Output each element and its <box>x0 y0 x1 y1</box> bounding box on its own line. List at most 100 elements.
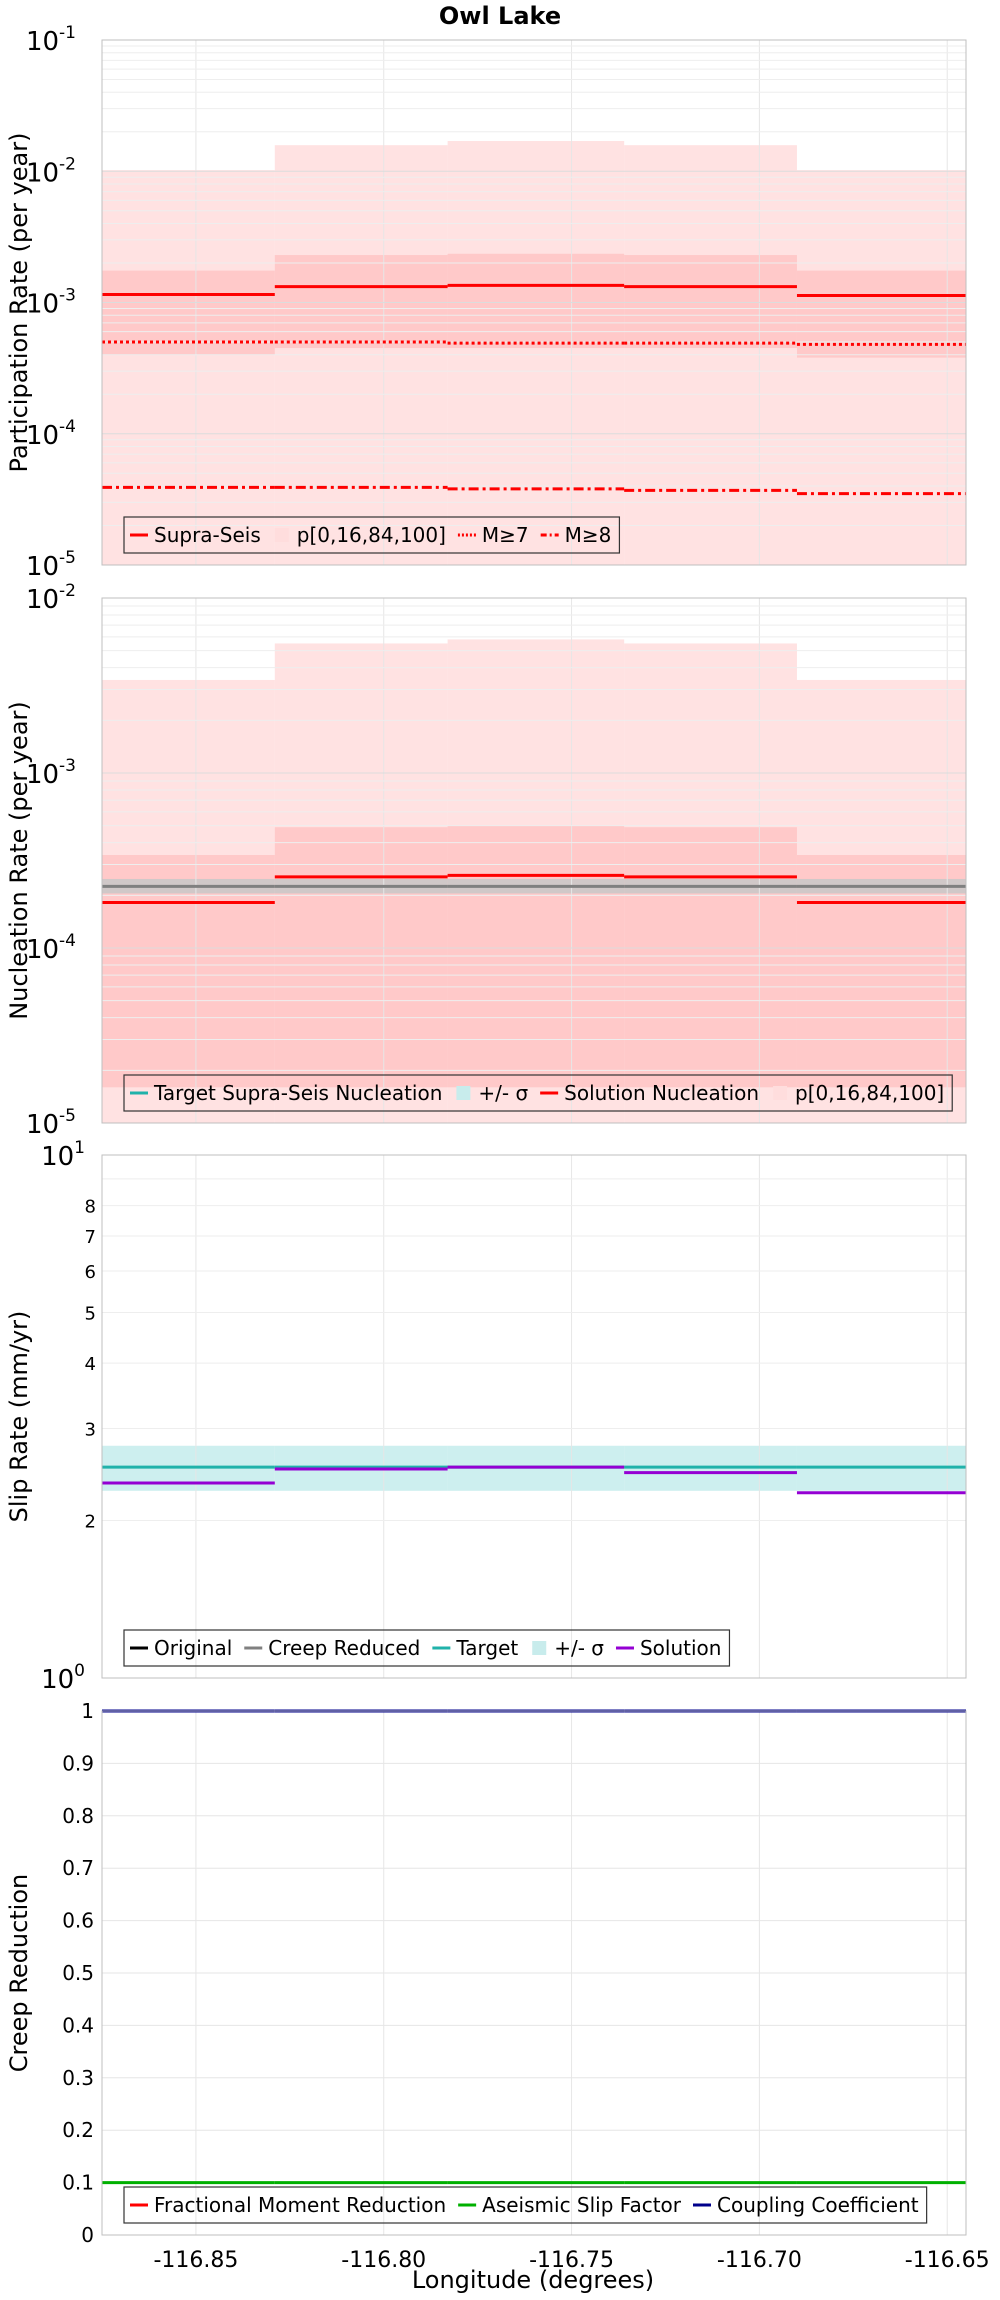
y-tick-label: 0.1 <box>62 2171 94 2195</box>
legend-swatch-patch <box>773 1086 788 1100</box>
legend-item: p[0,16,84,100] <box>274 523 446 547</box>
y-tick-label: 10-5 <box>26 548 76 582</box>
band-1-segment <box>624 827 797 1088</box>
tick-base: 10 <box>41 1665 74 1695</box>
y-tick-label: 0.4 <box>62 2013 94 2037</box>
y-tick-label: 0.9 <box>62 1751 94 1775</box>
tick-exponent: -1 <box>59 23 76 43</box>
y-tick-label: 0.8 <box>62 1804 94 1828</box>
x-tick-label: -116.70 <box>717 2248 802 2273</box>
tick-exponent: -5 <box>59 1106 76 1126</box>
legend-label: Aseismic Slip Factor <box>482 2193 682 2217</box>
gridlines <box>102 1155 966 1679</box>
tick-base: 10 <box>26 552 59 582</box>
legend-frame <box>123 1629 731 1667</box>
y-minor-tick-label: 8 <box>85 1197 96 1218</box>
tick-exponent: 0 <box>74 1661 85 1681</box>
legend-label: Solution <box>640 1636 721 1660</box>
legend-swatch-patch <box>274 528 289 542</box>
y-tick-label: 10-4 <box>26 417 76 451</box>
y-tick-label: 10-5 <box>26 1106 76 1140</box>
tick-base: 10 <box>41 1142 74 1172</box>
tick-exponent: -2 <box>59 581 76 601</box>
gridlines <box>102 40 966 566</box>
tick-base: 10 <box>26 421 59 451</box>
series-supra-seis <box>102 283 966 298</box>
legend-item: Solution <box>615 1636 721 1660</box>
legend-item: M≥8 <box>540 523 612 547</box>
y-tick-label: 100 <box>41 1661 85 1695</box>
legend-item: p[0,16,84,100] <box>773 1081 944 1105</box>
legend-item: Coupling Coefficient <box>693 2193 919 2217</box>
legend-frame <box>123 2186 928 2224</box>
tick-base: 10 <box>26 27 59 57</box>
y-tick-label: 10-3 <box>26 286 76 320</box>
band-1-segment <box>796 854 966 1088</box>
band-1-segment <box>274 827 448 1088</box>
legend-label: M≥8 <box>565 523 612 547</box>
y-minor-tick-label: 4 <box>85 1354 96 1375</box>
y-axis-label: Creep Reduction <box>5 1874 33 2072</box>
band-1-segment <box>274 255 448 349</box>
y-tick-label: 10-2 <box>26 154 76 188</box>
legend-label: +/- σ <box>478 1081 528 1105</box>
legend-label: Solution Nucleation <box>564 1081 759 1105</box>
x-tick-label: -116.85 <box>153 2248 238 2273</box>
plot-frame <box>101 1710 967 2236</box>
series-solution <box>102 1465 966 1495</box>
tick-base: 10 <box>26 290 59 320</box>
y-axis-label: Slip Rate (mm/yr) <box>5 1311 33 1523</box>
tick-exponent: -3 <box>59 286 76 306</box>
legend-frame <box>123 1074 953 1112</box>
band-1-segment <box>447 253 625 349</box>
tick-exponent: -4 <box>59 931 76 951</box>
tick-base: 10 <box>26 1110 59 1140</box>
tick-base: 10 <box>26 760 59 790</box>
band-0-segment <box>102 170 275 566</box>
tick-base: 10 <box>26 585 59 615</box>
legend: Target Supra-Seis Nucleation +/- σ Solutio… <box>123 1074 953 1112</box>
y-tick-label: 0 <box>81 2223 94 2247</box>
legend: Fractional Moment Reduction Aseismic Slip… <box>123 2186 928 2224</box>
legend-item: Solution Nucleation <box>540 1081 759 1105</box>
chart-title: Owl Lake <box>439 2 561 30</box>
y-tick-label: 0.6 <box>62 1909 94 1933</box>
legend-item: Fractional Moment Reduction <box>130 2193 446 2217</box>
series-solution-nucleation <box>102 873 966 904</box>
y-tick-label: 0.7 <box>62 1856 94 1880</box>
plot-frame <box>101 597 967 1124</box>
y-tick-label: 0.3 <box>62 2066 94 2090</box>
legend: Supra-Seis p[0,16,84,100] M≥7 M≥8 <box>123 516 621 554</box>
legend-item: Target <box>432 1636 518 1660</box>
legend-label: Target Supra-Seis Nucleation <box>153 1081 442 1105</box>
y-minor-tick-label: 3 <box>85 1419 96 1440</box>
series-m-8 <box>102 485 966 496</box>
legend-swatch-patch <box>532 1641 547 1655</box>
y-tick-label: 0.2 <box>62 2118 94 2142</box>
legend-label: Original <box>154 1636 232 1660</box>
legend-item: Aseismic Slip Factor <box>458 2193 682 2217</box>
legend-item: M≥7 <box>457 523 529 547</box>
tick-exponent: -5 <box>59 548 76 568</box>
x-axis-label: Longitude (degrees) <box>412 2266 654 2294</box>
y-minor-tick-label: 7 <box>85 1227 96 1248</box>
x-tick-label: -116.75 <box>529 2248 614 2273</box>
legend-frame <box>123 516 621 554</box>
panel-creep: 0 0.1 0.2 0.3 0.4 0.5 0.6 0.7 0.8 0.9 1 Creep Reduc… <box>5 1699 967 2247</box>
legend-item: Original <box>130 1636 232 1660</box>
x-tick-label: -116.65 <box>905 2248 990 2273</box>
y-tick-label: 1 <box>81 1699 94 1723</box>
legend-label: +/- σ <box>554 1636 604 1660</box>
x-tick-label: -116.80 <box>341 2248 426 2273</box>
y-tick-label: 0.5 <box>62 1961 94 1985</box>
y-axis-label: Nucleation Rate (per year) <box>5 701 33 1020</box>
y-tick-label: 10-4 <box>26 931 76 965</box>
band-0-segment <box>447 141 625 565</box>
legend-swatch-patch <box>456 1086 471 1100</box>
tick-base: 10 <box>26 935 59 965</box>
legend-label: Fractional Moment Reduction <box>154 2193 446 2217</box>
